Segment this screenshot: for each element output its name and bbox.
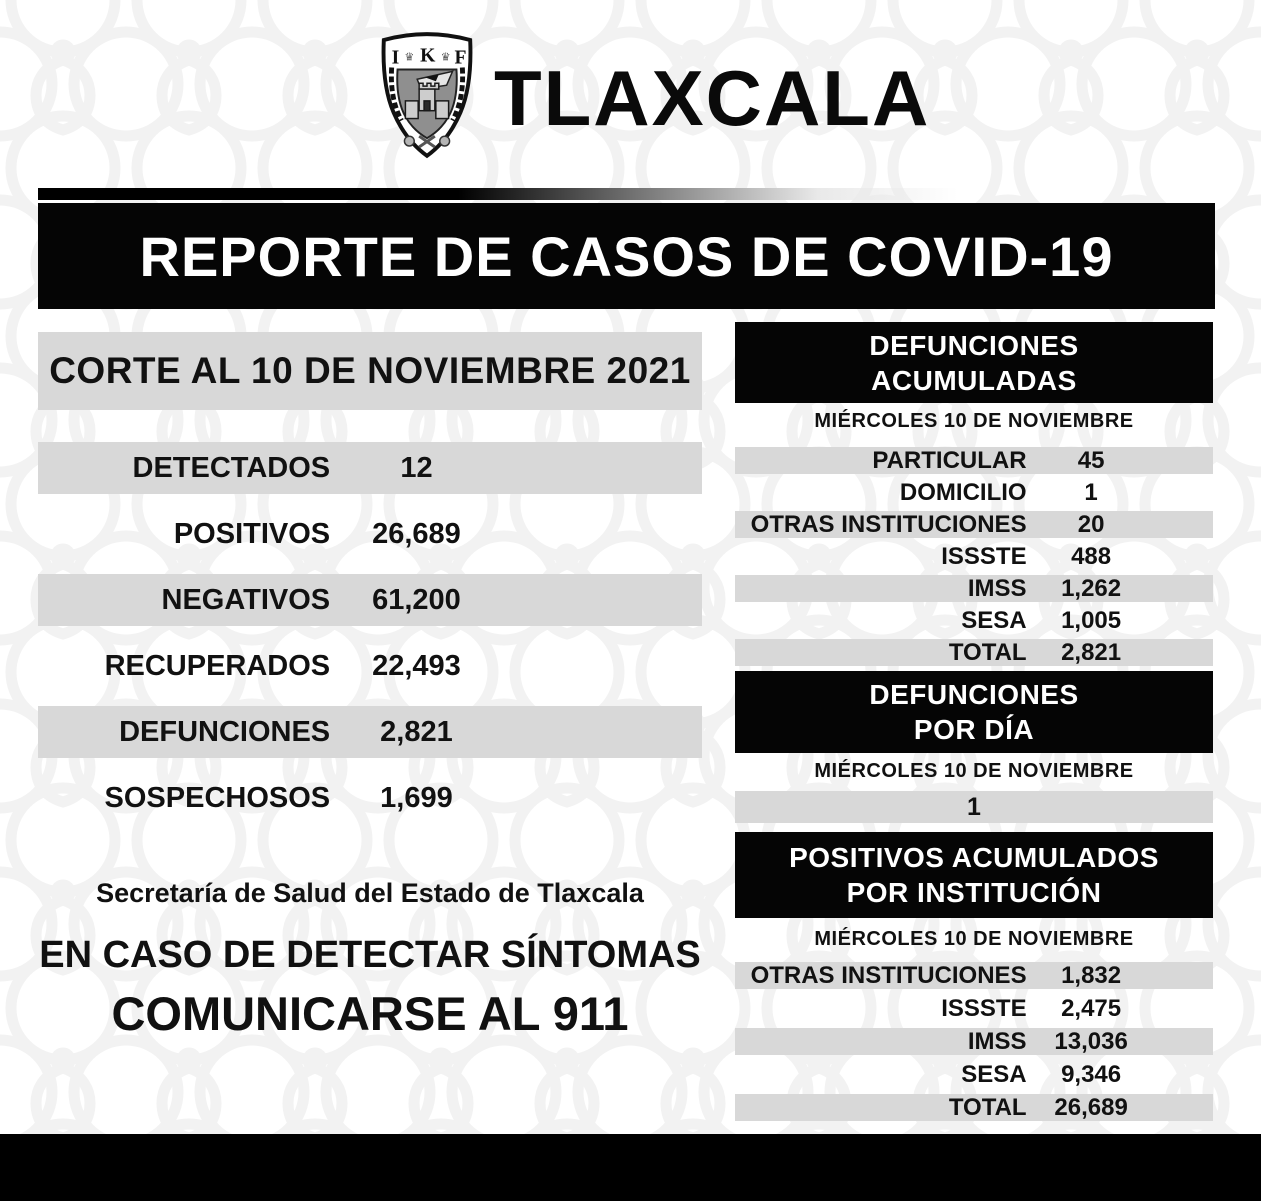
footer-bar	[0, 1134, 1261, 1201]
row-label: TOTAL	[948, 1094, 1027, 1121]
row-label: PARTICULAR	[872, 447, 1027, 474]
row-value: 20	[1077, 511, 1105, 538]
row-value: 488	[1071, 543, 1112, 570]
svg-text:I: I	[392, 48, 400, 69]
deaths-accumulated-date: MIÉRCOLES 10 DE NOVIEMBRE	[814, 410, 1134, 432]
stat-label: POSITIVOS	[173, 517, 331, 550]
deaths-per-day-date: MIÉRCOLES 10 DE NOVIEMBRE	[814, 760, 1134, 782]
table-row-domicilio: DOMICILIO 1	[735, 479, 1213, 506]
tlaxcala-coat-of-arms-icon: I K F ♛ ♛	[381, 32, 473, 159]
row-value: 9,346	[1061, 1061, 1122, 1088]
stat-label: SOSPECHOSOS	[104, 781, 331, 814]
brand-title: TLAXCALA	[494, 53, 931, 142]
cutoff-date-banner: CORTE AL 10 DE NOVIEMBRE 2021	[38, 332, 702, 410]
stat-row-sospechosos: SOSPECHOSOS 1,699	[38, 772, 702, 824]
section-heading-line2: ACUMULADAS	[871, 364, 1077, 396]
positives-by-institution-table: OTRAS INSTITUCIONES 1,832 ISSSTE 2,475 I…	[735, 962, 1213, 1127]
positives-by-institution-date: MIÉRCOLES 10 DE NOVIEMBRE	[814, 928, 1134, 950]
agency-title: Secretaría de Salud del Estado de Tlaxca…	[96, 878, 644, 908]
row-label: SESA	[961, 1061, 1027, 1088]
row-value: 45	[1077, 447, 1105, 474]
stat-row-negativos: NEGATIVOS 61,200	[38, 574, 702, 626]
stat-label: RECUPERADOS	[104, 649, 331, 682]
row-value: 1	[1084, 479, 1098, 506]
table-row-sesa: SESA 9,346	[735, 1061, 1213, 1088]
stat-label: DETECTADOS	[132, 451, 331, 484]
section-heading-line2: POR DÍA	[913, 714, 1035, 745]
state-stats-list: DETECTADOS 12 POSITIVOS 26,689 NEGATIVOS…	[38, 442, 702, 838]
stat-value: 1,699	[380, 781, 453, 814]
symptom-notice-line2: COMUNICARSE AL 911	[111, 987, 629, 1040]
report-title-banner: REPORTE DE CASOS DE COVID-19	[38, 203, 1215, 309]
symptom-notice-line1: EN CASO DE DETECTAR SÍNTOMAS	[39, 934, 701, 976]
stat-row-detectados: DETECTADOS 12	[38, 442, 702, 494]
stat-value: 12	[400, 451, 433, 484]
table-row-particular: PARTICULAR 45	[735, 447, 1213, 474]
stat-value: 2,821	[380, 715, 453, 748]
positives-by-institution-header: POSITIVOS ACUMULADOS POR INSTITUCIÓN	[735, 832, 1213, 918]
section-heading-line1: DEFUNCIONES	[869, 329, 1079, 361]
row-value: 2,821	[1061, 639, 1122, 666]
section-heading-line2: POR INSTITUCIÓN	[846, 877, 1102, 908]
section-heading-line1: DEFUNCIONES	[869, 679, 1079, 710]
row-value: 1,832	[1061, 962, 1122, 989]
table-row-imss: IMSS 1,262	[735, 575, 1213, 602]
row-label: OTRAS INSTITUCIONES	[750, 962, 1027, 989]
table-row-otras-instituciones: OTRAS INSTITUCIONES 1,832	[735, 962, 1213, 989]
section-heading-line1: POSITIVOS ACUMULADOS	[789, 842, 1159, 873]
row-value: 1,005	[1061, 607, 1122, 634]
page-title: REPORTE DE CASOS DE COVID-19	[139, 224, 1114, 288]
stat-value: 61,200	[372, 583, 461, 616]
row-value: 1,262	[1061, 575, 1122, 602]
table-row-issste: ISSSTE 488	[735, 543, 1213, 570]
table-row-imss: IMSS 13,036	[735, 1028, 1213, 1055]
stat-row-positivos: POSITIVOS 26,689	[38, 508, 702, 560]
row-value: 26,689	[1054, 1094, 1128, 1121]
stat-row-recuperados: RECUPERADOS 22,493	[38, 640, 702, 692]
svg-text:♛: ♛	[441, 52, 451, 64]
row-label: IMSS	[967, 1028, 1027, 1055]
table-row-total: TOTAL 26,689	[735, 1094, 1213, 1121]
table-row-issste: ISSSTE 2,475	[735, 995, 1213, 1022]
svg-text:K: K	[420, 46, 436, 67]
stat-value: 22,493	[372, 649, 461, 682]
row-label: TOTAL	[948, 639, 1027, 666]
deaths-accumulated-table: PARTICULAR 45 DOMICILIO 1 OTRAS INSTITUC…	[735, 447, 1213, 671]
stat-label: DEFUNCIONES	[119, 715, 331, 748]
row-label: IMSS	[967, 575, 1027, 602]
row-label: ISSSTE	[941, 543, 1027, 570]
row-label: DOMICILIO	[899, 479, 1027, 506]
table-row-otras-instituciones: OTRAS INSTITUCIONES 20	[735, 511, 1213, 538]
deaths-accumulated-header: DEFUNCIONES ACUMULADAS	[735, 322, 1213, 403]
stat-value: 26,689	[372, 517, 461, 550]
deaths-per-day-header: DEFUNCIONES POR DÍA	[735, 671, 1213, 753]
row-label: OTRAS INSTITUCIONES	[750, 511, 1027, 538]
svg-text:F: F	[454, 48, 466, 69]
divider-gradient	[38, 188, 1038, 200]
stat-label: NEGATIVOS	[161, 583, 331, 616]
row-label: ISSSTE	[941, 995, 1027, 1022]
svg-text:♛: ♛	[404, 52, 414, 64]
deaths-per-day-value: 1	[735, 791, 1213, 823]
row-label: SESA	[961, 607, 1027, 634]
row-value: 2,475	[1061, 995, 1122, 1022]
table-row-sesa: SESA 1,005	[735, 607, 1213, 634]
row-value: 13,036	[1054, 1028, 1128, 1055]
stat-row-defunciones: DEFUNCIONES 2,821	[38, 706, 702, 758]
table-row-total: TOTAL 2,821	[735, 639, 1213, 666]
